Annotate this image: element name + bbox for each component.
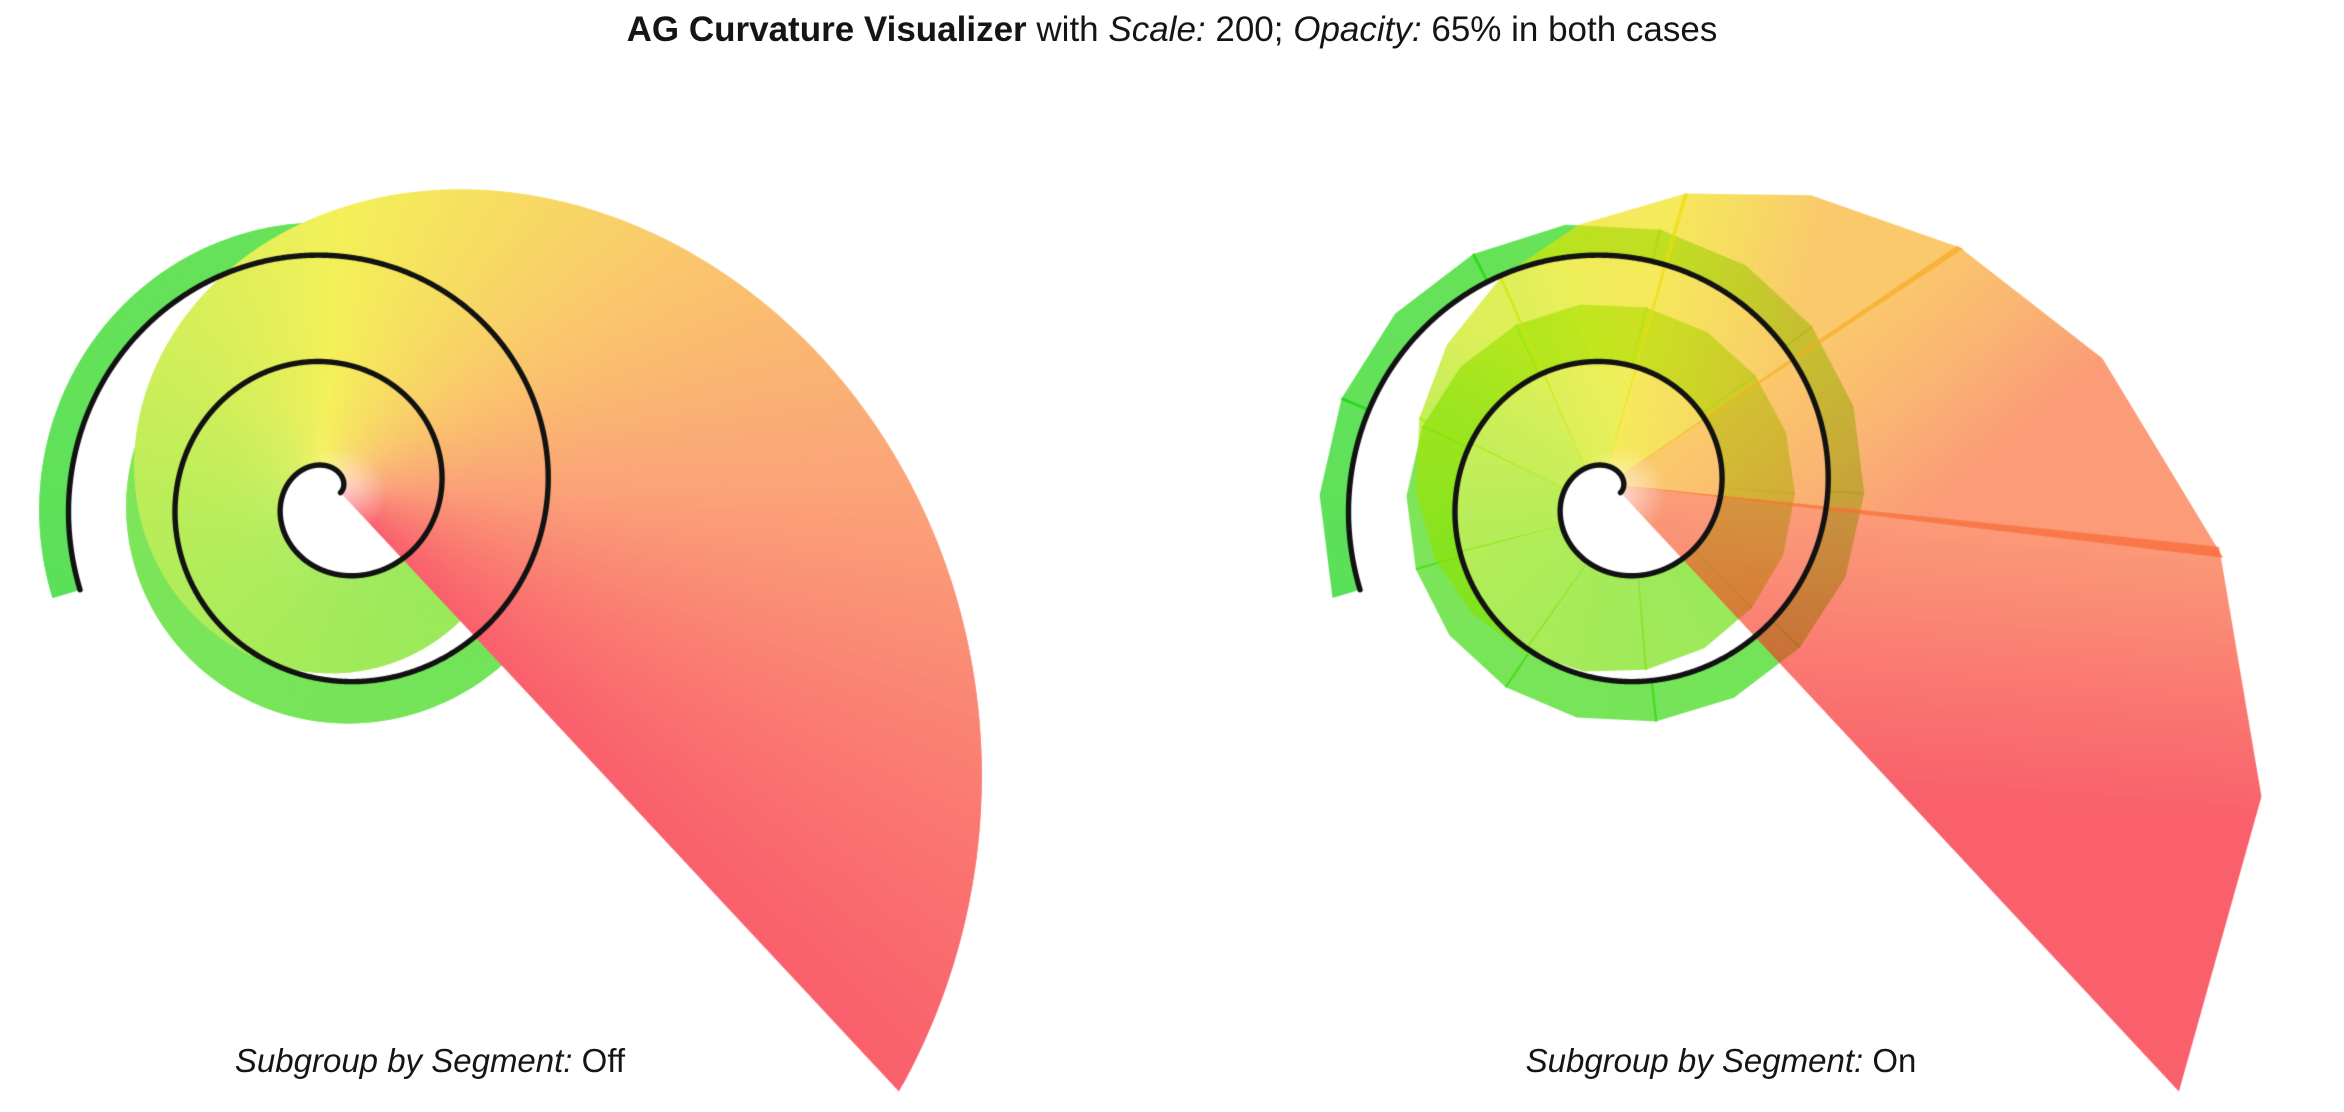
caption-subgroup-off: Subgroup by Segment: Off <box>130 1042 730 1080</box>
title-scale-label: Scale: <box>1108 10 1206 49</box>
curvature-plot-subgroup-on <box>1280 70 2344 1105</box>
title-opacity-value: 65% in both cases <box>1421 10 1718 49</box>
caption-on-label: Subgroup by Segment: <box>1525 1042 1864 1079</box>
title-scale-value: 200; <box>1205 10 1294 49</box>
title-opacity-label: Opacity: <box>1293 10 1422 49</box>
title-with: with <box>1026 10 1109 49</box>
caption-subgroup-on: Subgroup by Segment: On <box>1421 1042 2021 1080</box>
caption-off-value: Off <box>572 1042 626 1079</box>
title-app-name: AG Curvature Visualizer <box>626 10 1027 49</box>
figure-title: AG Curvature Visualizer with Scale: 200;… <box>0 10 2344 50</box>
caption-on-value: On <box>1863 1042 1917 1079</box>
caption-off-label: Subgroup by Segment: <box>234 1042 573 1079</box>
curvature-plot-subgroup-off <box>0 70 1064 1105</box>
